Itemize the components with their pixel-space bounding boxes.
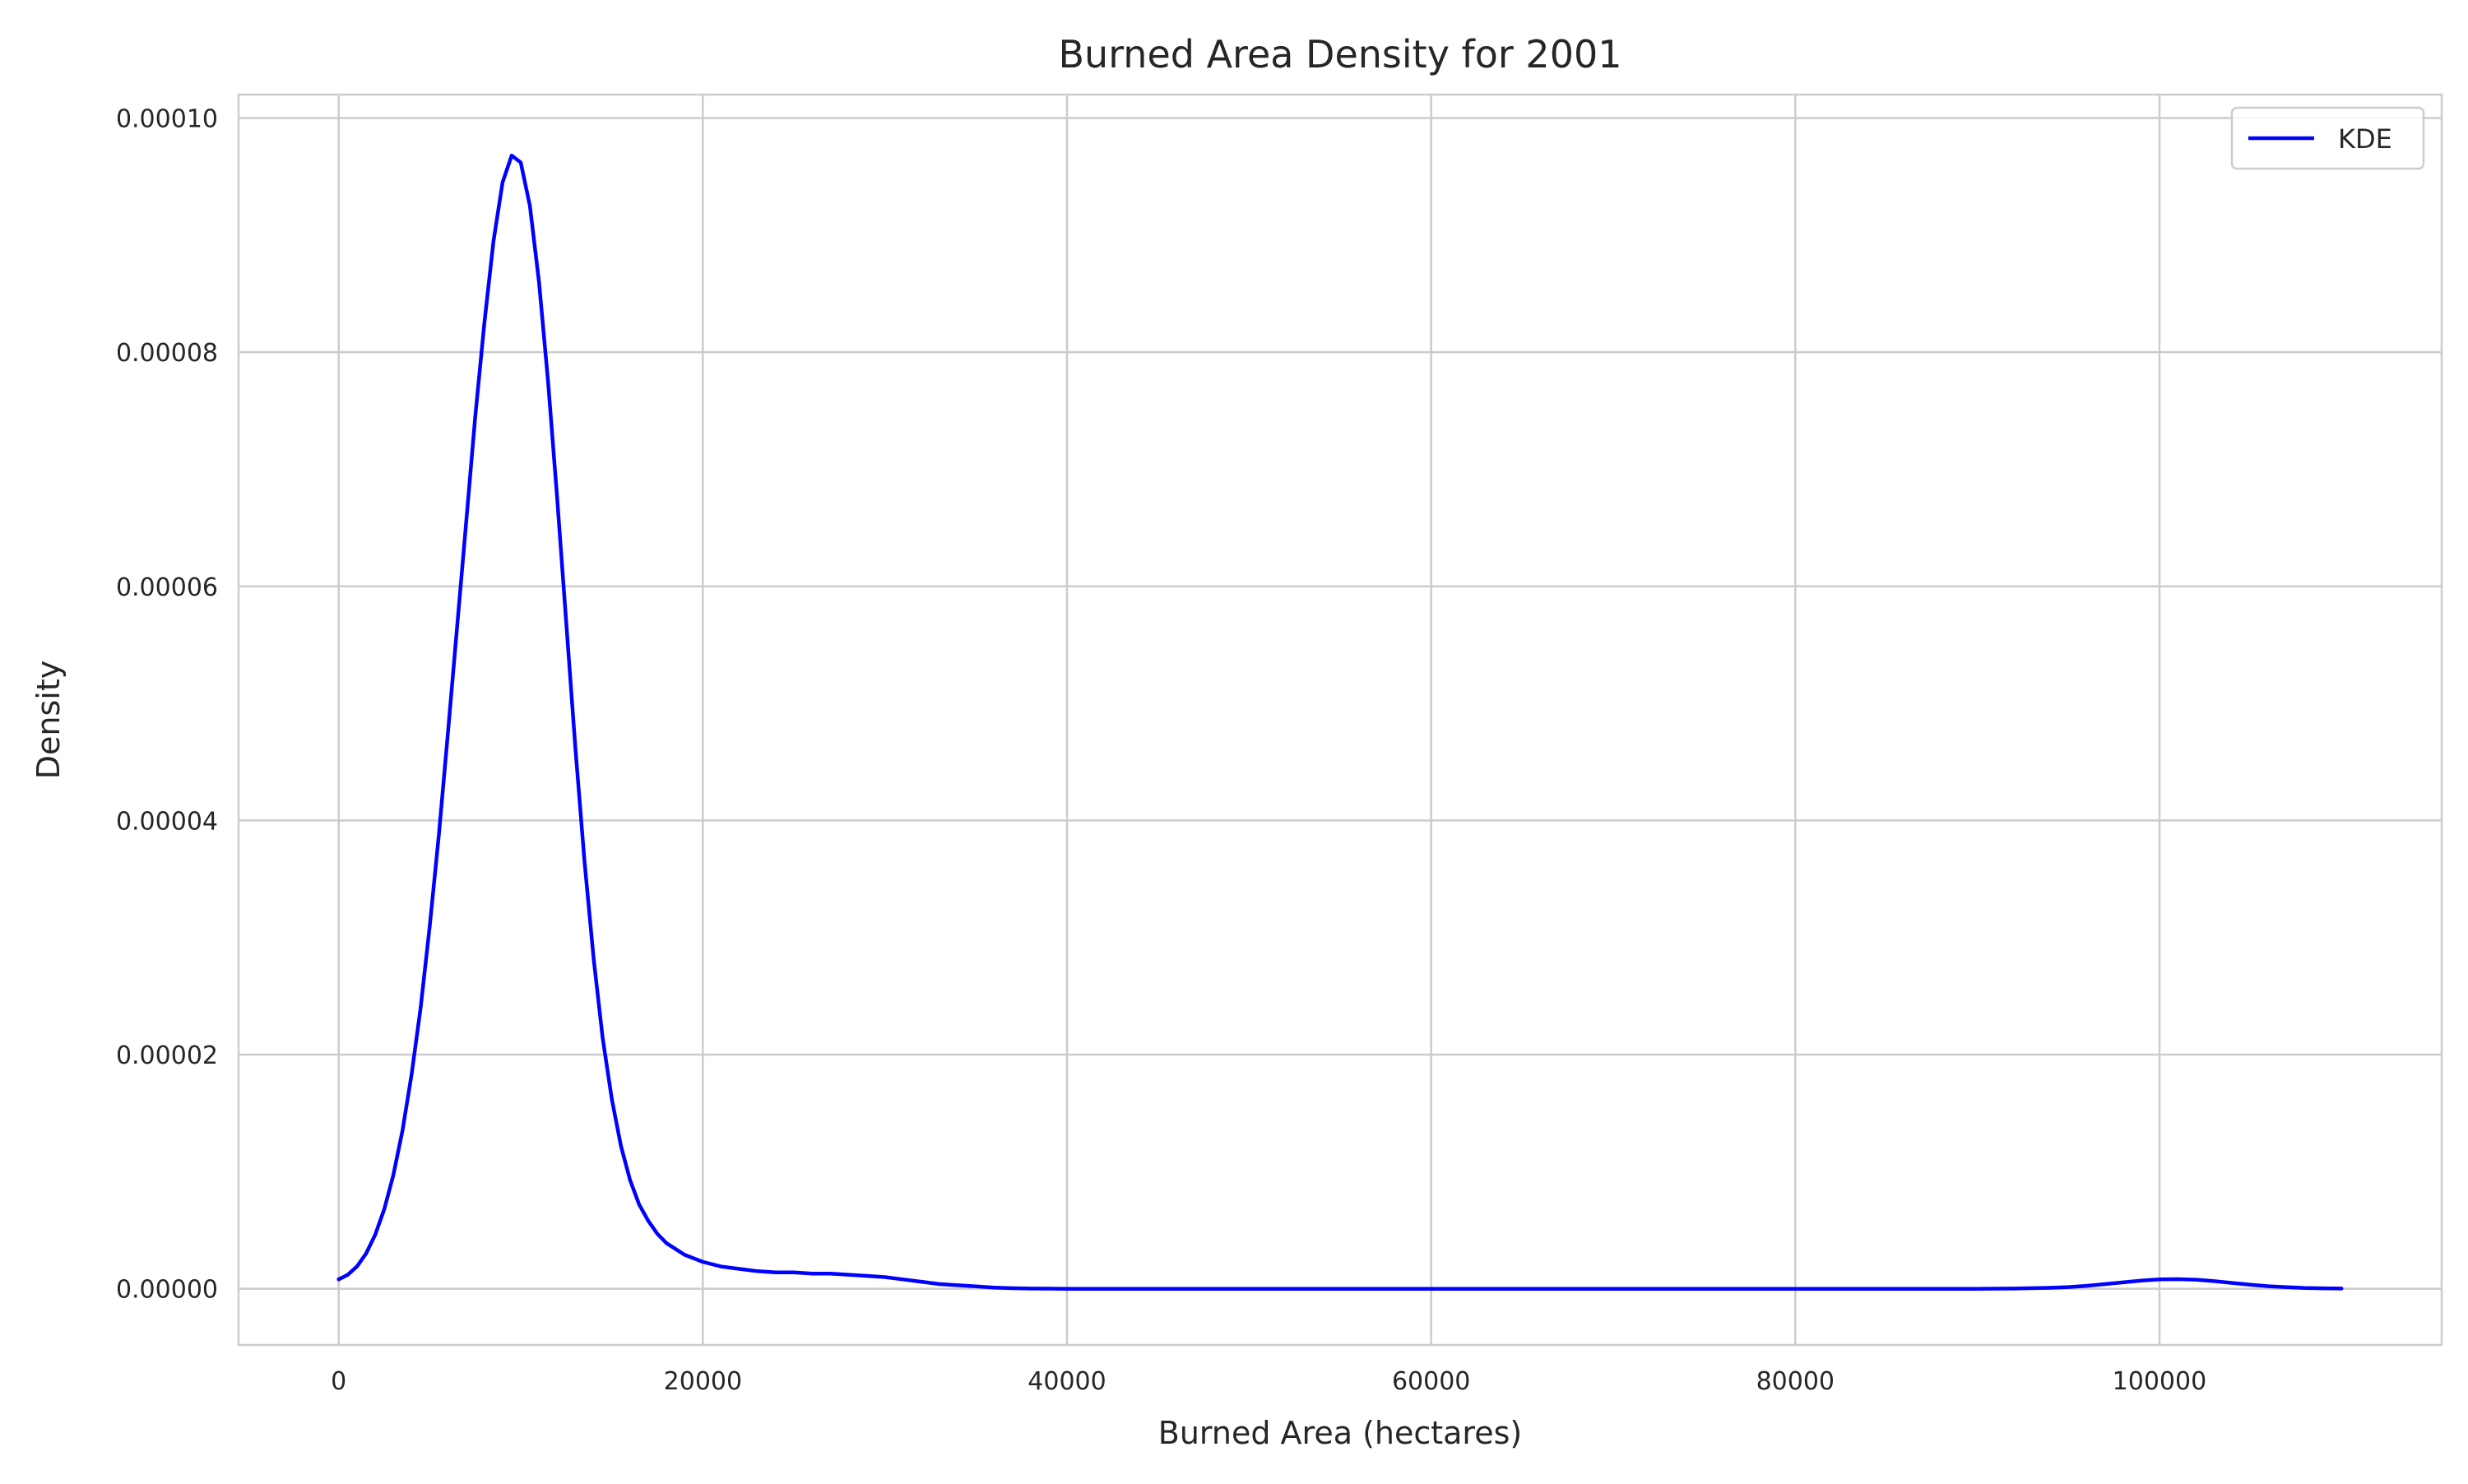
legend: KDE xyxy=(2230,106,2425,170)
y-tick-label: 0.00000 xyxy=(116,1276,218,1305)
y-tick-label: 0.00006 xyxy=(116,573,218,602)
x-tick-label: 0 xyxy=(331,1367,346,1396)
plot-area-frame xyxy=(237,93,2443,1347)
y-tick-label: 0.00008 xyxy=(116,339,218,368)
series-line-kde xyxy=(336,153,2344,1291)
x-tick-label: 80000 xyxy=(1756,1367,1835,1396)
grid-lines xyxy=(239,95,2442,1345)
x-tick-label: 20000 xyxy=(664,1367,742,1396)
y-tick-label: 0.00010 xyxy=(116,104,218,133)
chart-title: Burned Area Density for 2001 xyxy=(1058,32,1621,77)
y-tick-label: 0.00002 xyxy=(116,1041,218,1070)
tick-labels: 0 20000 40000 60000 80000 100000 0.00000 0.0000… xyxy=(116,104,2206,1396)
x-tick-label: 40000 xyxy=(1028,1367,1106,1396)
x-tick-label: 60000 xyxy=(1392,1367,1470,1396)
y-tick-label: 0.00004 xyxy=(116,807,218,836)
y-axis-title: Density xyxy=(30,661,67,779)
legend-box xyxy=(2230,106,2425,170)
series-layer xyxy=(336,153,2344,1291)
x-tick-label: 100000 xyxy=(2113,1367,2207,1396)
legend-label-kde: KDE xyxy=(2338,123,2392,155)
x-axis-title: Burned Area (hectares) xyxy=(1158,1415,1522,1451)
